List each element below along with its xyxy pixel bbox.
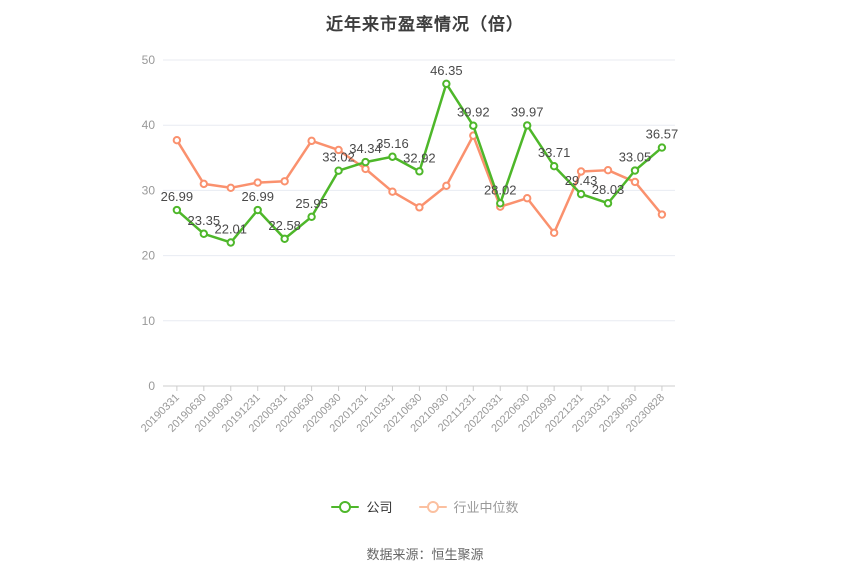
data-point-label: 33.05 [619,150,652,165]
data-point[interactable] [549,162,559,171]
data-point-label: 32.92 [403,150,436,165]
data-point-label: 22.58 [268,218,301,233]
data-point[interactable] [334,145,343,155]
data-point[interactable] [361,164,370,174]
data-point[interactable] [442,181,451,191]
data-point-label: 36.57 [646,127,679,142]
data-point[interactable] [280,177,289,186]
y-axis-tick-label: 40 [142,118,156,132]
data-point-label: 23.35 [188,213,221,228]
legend-item-industry-median[interactable]: 行业中位数 [418,497,519,516]
data-point[interactable] [307,212,316,222]
data-source: 数据来源：恒生聚源 [366,547,484,562]
data-point[interactable] [603,165,613,175]
data-point[interactable] [280,234,289,243]
data-point-label: 33.02 [322,150,355,165]
data-point-label: 34.34 [349,141,382,156]
data-point[interactable] [630,166,640,175]
data-point[interactable] [657,143,667,152]
chart-canvas: 0102030405020190331201906302019093020191… [139,53,679,435]
data-point[interactable] [334,166,343,175]
data-point[interactable] [549,228,559,237]
data-point-label: 25.95 [295,196,328,211]
data-point[interactable] [253,205,262,215]
data-point[interactable] [226,238,235,247]
data-point[interactable] [199,229,209,238]
data-point[interactable] [630,177,640,187]
data-point[interactable] [415,203,424,212]
data-point-label: 28.03 [592,182,625,197]
y-axis-tick-label: 50 [142,53,156,67]
data-point-label: 26.99 [161,189,194,204]
data-point[interactable] [199,179,209,189]
data-point[interactable] [388,187,397,196]
data-point-label: 28.02 [484,182,517,197]
legend-label-industry-median: 行业中位数 [453,500,519,515]
data-point[interactable] [576,189,586,199]
data-point[interactable] [172,135,182,145]
y-axis-tick-label: 30 [142,183,156,197]
data-point-label: 46.35 [430,63,463,78]
legend-label-company: 公司 [366,500,393,515]
chart-legend: 公司 行业中位数 [0,497,850,516]
data-point[interactable] [442,79,451,88]
data-point-label: 33.71 [538,145,571,160]
data-point-label: 39.97 [511,104,544,119]
legend-item-company[interactable]: 公司 [331,497,393,516]
data-point[interactable] [388,152,397,161]
data-point[interactable] [657,210,667,219]
data-point[interactable] [307,136,316,146]
data-point-label: 35.16 [376,136,409,151]
data-point-label: 29.43 [565,173,598,188]
industry-line-icon [418,500,447,513]
data-point[interactable] [361,157,370,167]
data-point[interactable] [603,199,613,208]
data-point-label: 26.99 [241,189,274,204]
data-point-label: 22.01 [214,221,247,236]
data-point[interactable] [576,167,586,176]
data-point[interactable] [415,167,424,176]
company-line-icon [331,500,360,513]
y-axis-tick-label: 0 [148,379,155,393]
data-point[interactable] [172,205,182,215]
y-axis-tick-label: 20 [142,249,156,263]
data-point[interactable] [469,121,478,130]
chart-title: 近年来市盈率情况（倍） [326,15,524,34]
data-point[interactable] [253,178,262,187]
data-point-label: 39.92 [457,105,490,120]
data-point[interactable] [496,199,505,208]
y-axis-tick-label: 10 [142,314,156,328]
data-point[interactable] [522,194,532,203]
data-point[interactable] [522,121,532,130]
data-point[interactable] [226,183,235,192]
